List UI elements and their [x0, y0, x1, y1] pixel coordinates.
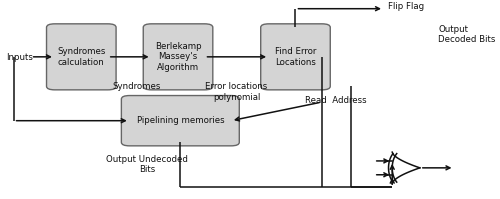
FancyBboxPatch shape	[144, 24, 213, 90]
Text: Flip Flag: Flip Flag	[388, 2, 424, 11]
Text: Syndromes
calculation: Syndromes calculation	[57, 47, 106, 66]
FancyBboxPatch shape	[46, 24, 116, 90]
Text: Find Error
Locations: Find Error Locations	[275, 47, 316, 66]
Text: Output
Decoded Bits: Output Decoded Bits	[438, 24, 496, 44]
Text: Output Undecoded
Bits: Output Undecoded Bits	[106, 155, 188, 175]
Text: Error locations
polynomial: Error locations polynomial	[206, 82, 268, 102]
FancyBboxPatch shape	[260, 24, 330, 90]
FancyBboxPatch shape	[122, 96, 240, 146]
Text: Read  Address: Read Address	[304, 96, 366, 104]
Text: Berlekamp
Massey's
Algorithm: Berlekamp Massey's Algorithm	[154, 42, 202, 72]
Text: Pipelining memories: Pipelining memories	[136, 116, 224, 125]
Text: Syndromes: Syndromes	[112, 82, 161, 91]
Text: Inputs: Inputs	[6, 53, 33, 62]
